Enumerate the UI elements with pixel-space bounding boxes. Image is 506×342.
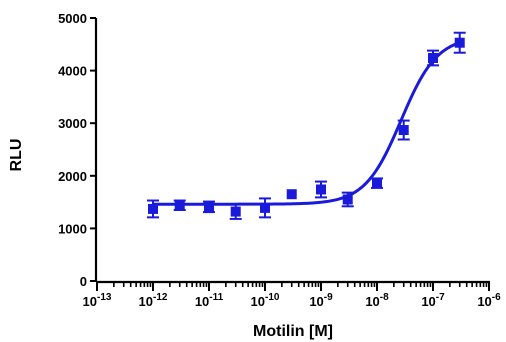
y-tick-label: 0 (80, 274, 87, 289)
data-point (230, 206, 241, 217)
data-point (454, 37, 465, 48)
data-point (372, 178, 382, 189)
data-point (260, 202, 270, 213)
data-point (398, 125, 409, 136)
tick-marks (90, 17, 490, 291)
fit-curve-layer (153, 41, 461, 206)
y-tick-label: 4000 (58, 64, 87, 79)
data-point (428, 52, 438, 63)
error-bars (147, 31, 466, 220)
x-tick-label: 10-8 (365, 292, 389, 309)
data-point (342, 194, 353, 205)
x-tick-label: 10-13 (83, 292, 112, 309)
x-tick-label: 10-9 (309, 292, 333, 309)
y-tick-label: 2000 (58, 169, 87, 184)
y-axis-label: RLU (8, 139, 25, 172)
x-tick-label: 10-12 (139, 292, 168, 309)
data-point (174, 200, 185, 211)
x-tick-label: 10-10 (251, 292, 280, 309)
tick-labels: 0 1000 2000 3000 4000 5000 10-13 10-12 10-11 10-1… (58, 11, 501, 309)
x-tick-label: 10-11 (195, 292, 224, 309)
data-point (204, 201, 214, 212)
x-tick-label: 10-7 (421, 292, 445, 309)
data-points (148, 37, 465, 217)
data-point (148, 203, 158, 214)
y-tick-label: 1000 (58, 221, 87, 236)
data-point (286, 189, 297, 200)
x-axis-label: Motilin [M] (253, 323, 333, 340)
y-tick-label: 5000 (58, 11, 87, 26)
data-point (316, 184, 326, 195)
fit-curve (153, 41, 461, 206)
y-tick-label: 3000 (58, 116, 87, 131)
x-tick-label: 10-6 (477, 292, 501, 309)
